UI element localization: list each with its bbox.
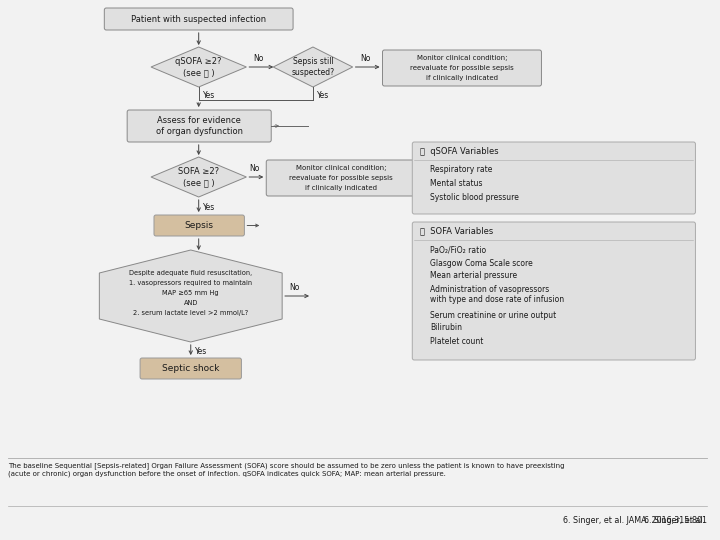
Text: qSOFA ≥2?: qSOFA ≥2?: [176, 57, 222, 65]
Text: No: No: [361, 54, 371, 63]
FancyBboxPatch shape: [154, 215, 244, 236]
Text: if clinically indicated: if clinically indicated: [426, 75, 498, 81]
Text: 6. Singer, et al.: 6. Singer, et al.: [592, 516, 707, 525]
Text: Mean arterial pressure: Mean arterial pressure: [430, 272, 517, 280]
Text: Ⓑ  SOFA Variables: Ⓑ SOFA Variables: [420, 226, 493, 235]
Text: (see Ⓐ ): (see Ⓐ ): [183, 69, 215, 78]
Text: Despite adequate fluid resuscitation,: Despite adequate fluid resuscitation,: [129, 270, 252, 276]
Text: Assess for evidence
of organ dysfunction: Assess for evidence of organ dysfunction: [156, 116, 243, 136]
Text: The baseline Sequential [Sepsis-related] Organ Failure Assessment (SOFA) score s: The baseline Sequential [Sepsis-related]…: [8, 462, 564, 477]
Text: Sepsis still
suspected?: Sepsis still suspected?: [292, 57, 335, 77]
Text: Patient with suspected infection: Patient with suspected infection: [131, 15, 266, 24]
Text: Yes: Yes: [202, 204, 215, 213]
Text: reevaluate for possible sepsis: reevaluate for possible sepsis: [289, 175, 392, 181]
FancyBboxPatch shape: [266, 160, 415, 196]
Text: SOFA ≥2?: SOFA ≥2?: [178, 166, 220, 176]
Text: Mental status: Mental status: [430, 179, 482, 188]
FancyBboxPatch shape: [104, 8, 293, 30]
Text: 2. serum lactate level >2 mmol/L?: 2. serum lactate level >2 mmol/L?: [133, 310, 248, 316]
Text: reevaluate for possible sepsis: reevaluate for possible sepsis: [410, 65, 514, 71]
Polygon shape: [151, 157, 246, 197]
Text: Monitor clinical condition;: Monitor clinical condition;: [417, 55, 507, 61]
Polygon shape: [273, 47, 353, 87]
Text: Ⓐ  qSOFA Variables: Ⓐ qSOFA Variables: [420, 146, 499, 156]
Text: if clinically indicated: if clinically indicated: [305, 185, 377, 191]
Text: with type and dose rate of infusion: with type and dose rate of infusion: [430, 295, 564, 305]
FancyBboxPatch shape: [413, 222, 696, 360]
Text: Systolic blood pressure: Systolic blood pressure: [430, 193, 519, 202]
Text: Yes: Yes: [194, 348, 207, 356]
Text: (see Ⓑ ): (see Ⓑ ): [183, 179, 215, 187]
Text: AND: AND: [184, 300, 198, 306]
Text: Platelet count: Platelet count: [430, 336, 484, 346]
Text: Bilirubin: Bilirubin: [430, 323, 462, 333]
Text: No: No: [289, 283, 300, 292]
Text: Septic shock: Septic shock: [162, 364, 220, 373]
FancyBboxPatch shape: [413, 142, 696, 214]
Text: Yes: Yes: [202, 91, 215, 100]
Text: 6. Singer, et al. JAMA. 2016;315:801: 6. Singer, et al. JAMA. 2016;315:801: [563, 516, 707, 525]
Text: Glasgow Coma Scale score: Glasgow Coma Scale score: [430, 259, 533, 267]
Text: Monitor clinical condition;: Monitor clinical condition;: [295, 165, 386, 171]
Polygon shape: [151, 47, 246, 87]
Text: Yes: Yes: [317, 91, 329, 100]
FancyBboxPatch shape: [140, 358, 241, 379]
Text: 6. Singer, et al.: 6. Singer, et al.: [644, 516, 707, 525]
Text: Sepsis: Sepsis: [185, 221, 214, 230]
Text: 1. vasopressors required to maintain: 1. vasopressors required to maintain: [129, 280, 252, 286]
Text: No: No: [253, 54, 264, 63]
FancyBboxPatch shape: [127, 110, 271, 142]
Polygon shape: [99, 250, 282, 342]
FancyBboxPatch shape: [382, 50, 541, 86]
Text: No: No: [249, 164, 259, 173]
Text: Administration of vasopressors: Administration of vasopressors: [430, 285, 549, 294]
Text: MAP ≥65 mm Hg: MAP ≥65 mm Hg: [163, 290, 219, 296]
Text: PaO₂/FiO₂ ratio: PaO₂/FiO₂ ratio: [430, 246, 486, 254]
Text: Serum creatinine or urine output: Serum creatinine or urine output: [430, 310, 557, 320]
Text: Respiratory rate: Respiratory rate: [430, 165, 492, 174]
